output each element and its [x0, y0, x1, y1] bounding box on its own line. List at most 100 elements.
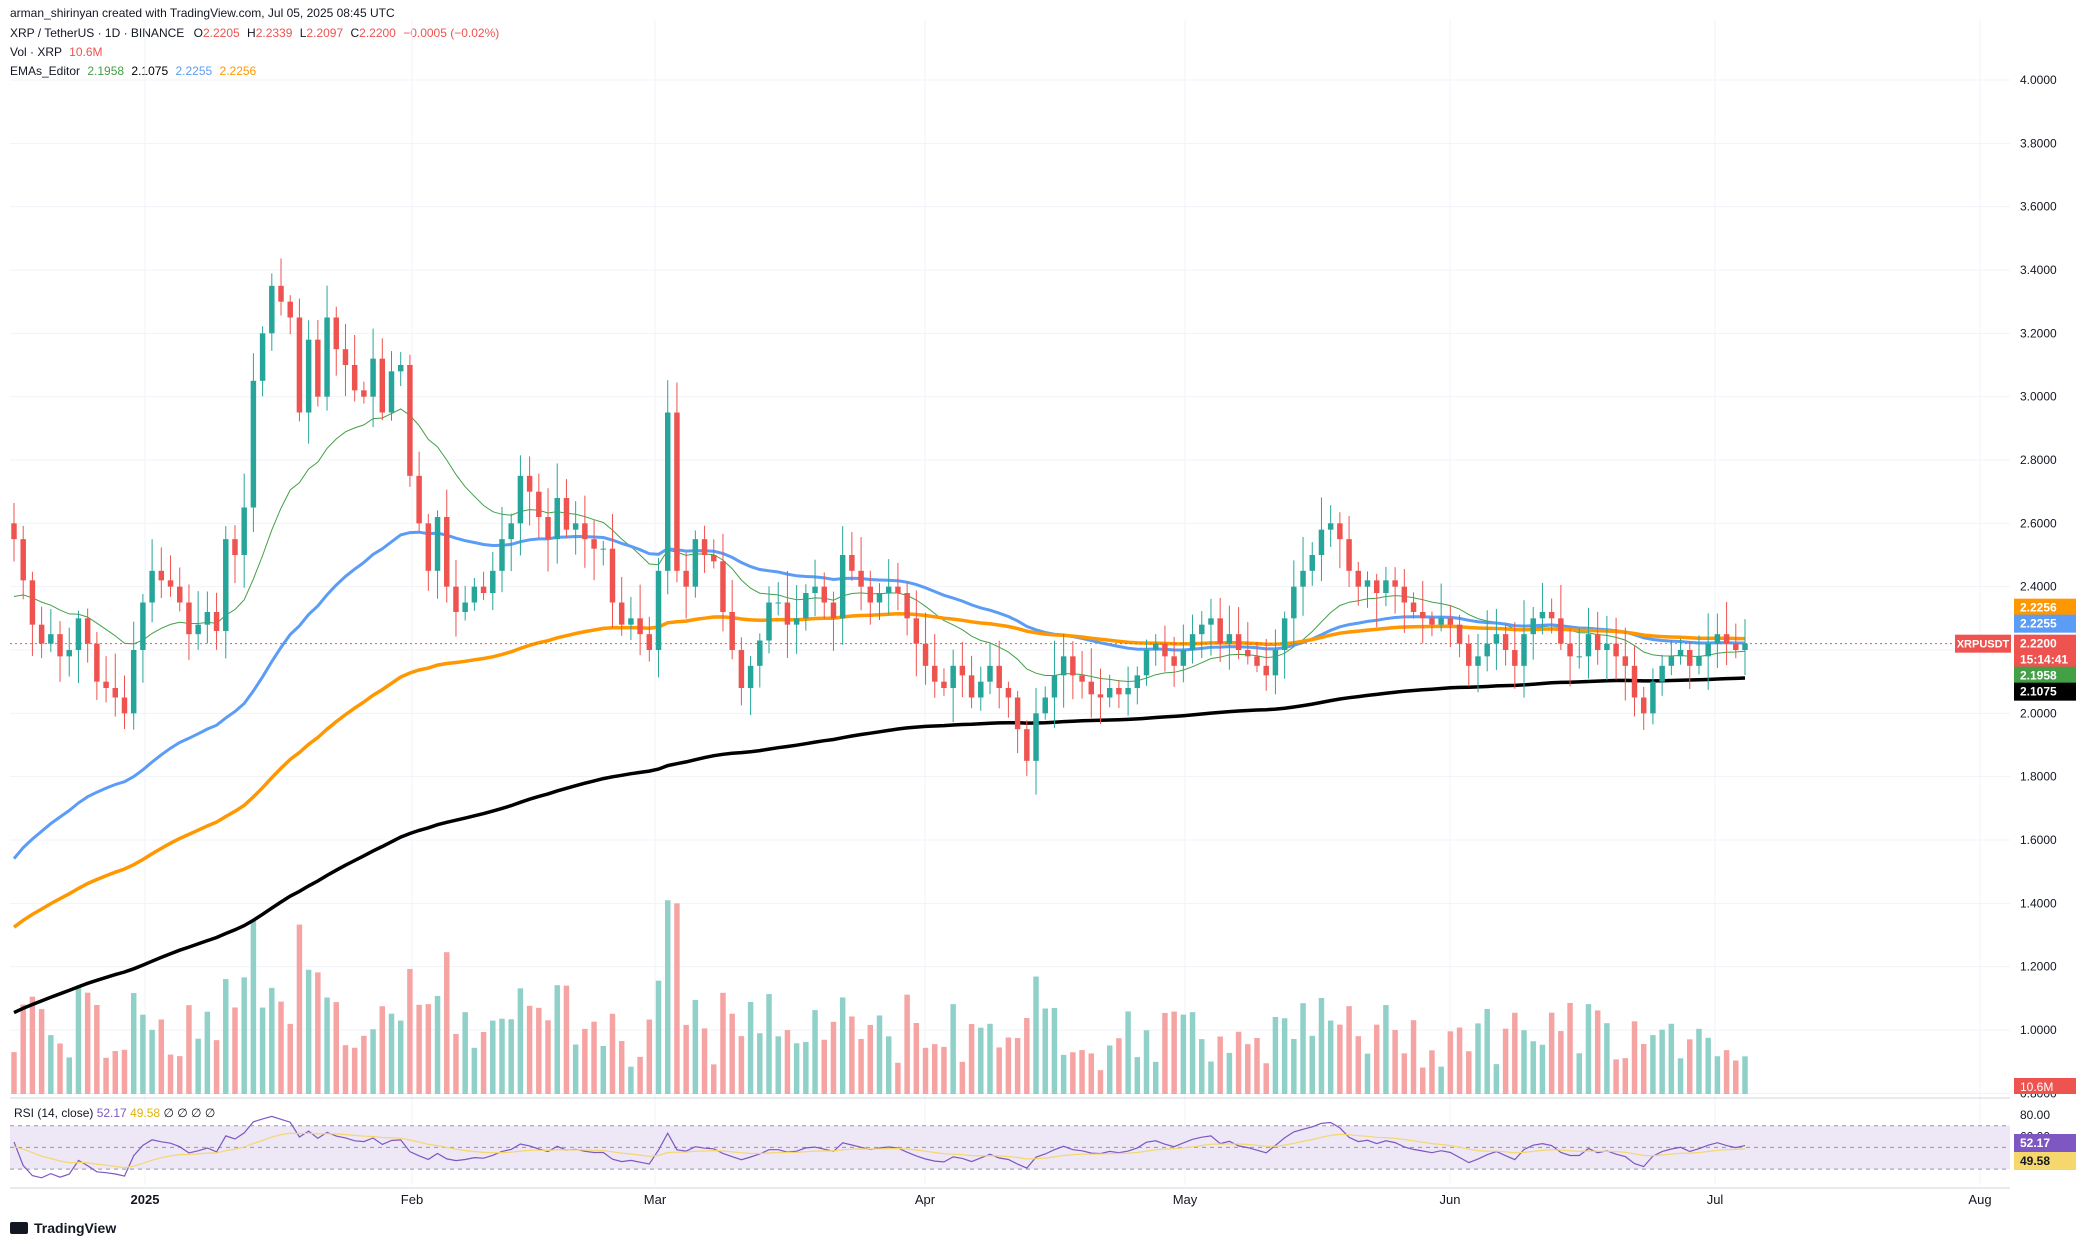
volume-bar — [1125, 1011, 1131, 1094]
candle-body — [324, 317, 330, 397]
candle-body — [11, 523, 17, 540]
candle-body — [434, 517, 441, 571]
price-tick-label: 1.6000 — [2020, 833, 2057, 847]
candle-body — [1521, 634, 1527, 666]
candle-body — [1502, 634, 1509, 650]
candle-body — [1484, 643, 1490, 657]
candle-body — [140, 602, 146, 650]
price-tick-label: 3.2000 — [2020, 326, 2057, 340]
rsi-tag-bg — [2014, 1152, 2076, 1170]
volume-bar — [1051, 1007, 1058, 1094]
candle-body — [407, 365, 413, 476]
candle-body — [213, 612, 220, 631]
volume-bar — [1355, 1036, 1362, 1094]
candle-body — [885, 586, 892, 593]
candle-body — [683, 570, 689, 587]
candle-body — [287, 301, 293, 318]
ohlc-low-label: L — [299, 26, 307, 40]
volume-bar — [1539, 1044, 1546, 1094]
volume-bar — [1512, 1012, 1518, 1094]
candle-body — [1079, 675, 1085, 682]
volume-bar — [1106, 1045, 1113, 1094]
ema-200-line — [13, 676, 1746, 1015]
volume-bar — [1116, 1038, 1122, 1094]
volume-bar — [204, 1011, 211, 1094]
volume-bar — [1383, 1005, 1389, 1094]
volume-bar — [1502, 1028, 1509, 1094]
volume-bar — [876, 1015, 883, 1094]
candle-body — [1594, 634, 1601, 650]
volume-bar — [1420, 1067, 1426, 1094]
candle-body — [1650, 681, 1656, 714]
candle-body — [1677, 650, 1684, 657]
volume-bar — [103, 1057, 109, 1094]
candle-body — [913, 618, 920, 644]
candle-body — [1429, 618, 1435, 625]
rsi-line — [13, 1115, 1746, 1179]
candle-body — [29, 580, 36, 625]
candle-body — [1281, 618, 1288, 650]
ema-value-4: 2.2256 — [219, 64, 257, 78]
volume-bar — [1447, 1031, 1454, 1094]
price-tick-label: 2.0000 — [2020, 706, 2057, 720]
volume-bar — [1263, 1063, 1269, 1094]
tradingview-logo-icon — [10, 1222, 28, 1234]
volume-bar — [140, 1014, 146, 1094]
volume-bar — [895, 1062, 901, 1094]
volume-bar — [1687, 1039, 1693, 1094]
volume-bar — [996, 1047, 1002, 1094]
volume-bar — [738, 1036, 745, 1094]
candle-body — [1622, 656, 1629, 666]
volume-bar — [1208, 1061, 1214, 1094]
candle-body — [499, 539, 505, 571]
volume-bar — [1604, 1023, 1610, 1094]
tradingview-logo[interactable]: TradingView — [10, 1220, 116, 1236]
volume-tag: 10.6M — [2020, 1080, 2053, 1094]
candle-body — [508, 523, 514, 540]
candle-body — [112, 688, 119, 698]
volume-bar — [591, 1021, 597, 1094]
volume-bar — [66, 1057, 72, 1094]
volume-bar — [913, 1023, 920, 1094]
candle-body — [609, 548, 616, 603]
volume-bar — [563, 985, 570, 1094]
candle-body — [38, 624, 45, 644]
candle-body — [296, 317, 303, 413]
volume-bar — [1300, 1003, 1306, 1094]
volume-bar — [950, 1004, 956, 1094]
candle-body — [1668, 656, 1675, 666]
volume-bar — [545, 1020, 551, 1094]
volume-bar — [112, 1051, 119, 1094]
volume-bar — [305, 969, 312, 1094]
volume-bar — [1309, 1035, 1315, 1094]
volume-bar — [757, 1033, 763, 1094]
candle-body — [922, 643, 929, 666]
candle-body — [333, 317, 339, 350]
rsi-pane: RSI (14, close) 52.17 49.58 ∅ ∅ ∅ ∅ — [10, 1097, 2010, 1179]
volume-bar — [278, 1001, 284, 1094]
candle-body — [57, 634, 63, 657]
candle-body — [342, 349, 349, 365]
volume-bar — [57, 1043, 63, 1094]
candle-body — [1337, 523, 1343, 540]
volume-bar — [1585, 1004, 1592, 1094]
volume-bar — [213, 1040, 220, 1094]
volume-bar — [747, 1001, 754, 1094]
volume-bar — [1088, 1053, 1095, 1094]
candle-body — [1217, 618, 1223, 644]
volume-bar — [1245, 1044, 1251, 1094]
candle-body — [158, 570, 165, 581]
volume-bar — [720, 992, 726, 1094]
candle-body — [1456, 624, 1463, 644]
volume-bar — [1650, 1035, 1656, 1094]
volume-bar — [867, 1024, 874, 1094]
volume-bar — [250, 920, 257, 1094]
volume-bar — [683, 1024, 689, 1094]
candle-body — [471, 586, 478, 603]
candle-body — [1024, 729, 1030, 761]
ohlc-open-label: O — [193, 26, 203, 40]
volume-bar — [434, 995, 441, 1094]
candle-body — [1604, 643, 1610, 650]
candle-body — [1567, 643, 1573, 657]
